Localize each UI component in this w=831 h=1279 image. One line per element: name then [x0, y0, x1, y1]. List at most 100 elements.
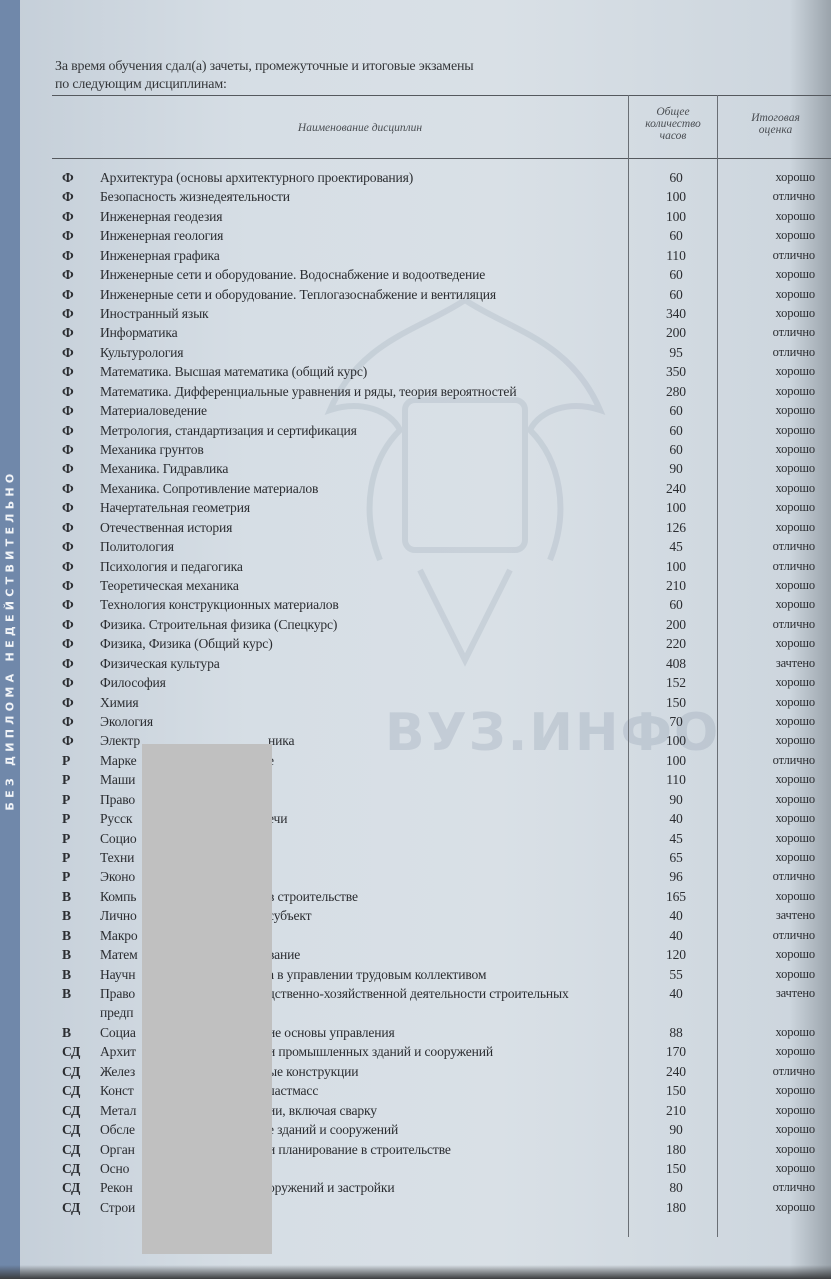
discipline-grade: отлично: [772, 344, 815, 359]
table-row: Ф Математика. Высшая математика (общий ку…: [0, 362, 831, 381]
discipline-name: Матем: [100, 947, 138, 963]
discipline-name-tail: ии, включая сварку: [268, 1102, 377, 1118]
discipline-grade: отлично: [772, 1063, 815, 1078]
discipline-hours: 150: [666, 694, 686, 710]
table-row: Р Маши 110 хорошо: [0, 770, 831, 789]
discipline-name: Научн: [100, 966, 136, 982]
discipline-hours: 70: [669, 714, 683, 730]
table-row: Ф Инженерная графика 110 отлично: [0, 246, 831, 265]
header-grade: Итоговая оценка: [720, 112, 831, 136]
discipline-code: СД: [62, 1199, 81, 1215]
discipline-hours: 100: [666, 558, 686, 574]
table-row: Ф Теоретическая механика 210 хорошо: [0, 576, 831, 595]
emblem-watermark-icon: [324, 297, 606, 667]
discipline-code: Р: [62, 850, 71, 866]
header-hours-line: количество: [645, 118, 701, 130]
discipline-hours: 90: [669, 791, 683, 807]
intro-line-2: по следующим дисциплинам:: [55, 77, 227, 92]
discipline-grade: хорошо: [775, 597, 816, 612]
discipline-hours: 240: [666, 1063, 686, 1079]
discipline-name: Архитектура (основы архитектурного проек…: [100, 170, 414, 185]
discipline-name: Осно: [100, 1160, 130, 1176]
discipline-code: Р: [62, 830, 71, 846]
discipline-hours: 60: [669, 286, 683, 302]
discipline-name-tail: ые конструкции: [268, 1063, 359, 1079]
table-row: СД Рекон оружений и застройки 80 отлично: [0, 1178, 831, 1197]
table-row: Ф Политология 45 отлично: [0, 537, 831, 556]
discipline-code: Ф: [62, 675, 74, 691]
discipline-hours: 88: [669, 1024, 683, 1040]
discipline-name: Механика. Гидравлика: [100, 461, 229, 477]
discipline-name: Обсле: [100, 1122, 135, 1138]
header-hours-line: часов: [659, 130, 687, 142]
table-row: Ф Метрология, стандартизация и сертификац…: [0, 421, 831, 440]
discipline-name-tail: ластмасс: [268, 1083, 319, 1099]
discipline-hours: 60: [669, 442, 683, 458]
discipline-hours: 110: [666, 772, 686, 788]
discipline-grade: хорошо: [775, 267, 816, 282]
discipline-code: Ф: [62, 597, 74, 613]
discipline-hours: 95: [669, 344, 683, 360]
discipline-grade: хорошо: [775, 830, 816, 845]
discipline-hours: 100: [666, 189, 686, 205]
discipline-name: Технология конструкционных материалов: [100, 597, 339, 613]
intro-text: За время обучения сдал(а) зачеты, промеж…: [55, 58, 474, 94]
discipline-code: Ф: [62, 306, 74, 321]
discipline-name: Инженерная графика: [100, 247, 220, 263]
discipline-name-tail: ечи: [268, 811, 288, 827]
table-row: Ф Отечественная история 126 хорошо: [0, 518, 831, 537]
table-row: Ф Культурология 95 отлично: [0, 343, 831, 362]
discipline-code: Ф: [62, 422, 74, 438]
header-name: Наименование дисциплин: [297, 122, 423, 134]
table-row: СД Строи 180 хорошо: [0, 1198, 831, 1217]
table-row: СД Метал ии, включая сварку 210 хорошо: [0, 1101, 831, 1120]
discipline-code: Ф: [62, 519, 74, 535]
discipline-grade: хорошо: [775, 1199, 816, 1214]
discipline-name: Безопасность жизнедеятельности: [100, 189, 290, 205]
discipline-grade: хорошо: [775, 1160, 816, 1175]
discipline-hours: 170: [666, 1044, 686, 1060]
discipline-code: В: [62, 927, 71, 943]
discipline-name: Физика, Физика (Общий курс): [100, 636, 273, 652]
discipline-code: Ф: [62, 500, 74, 516]
discipline-hours: 240: [666, 480, 686, 496]
discipline-name: Культурология: [100, 344, 184, 360]
discipline-grade: хорошо: [775, 811, 816, 826]
discipline-grade: хорошо: [775, 1044, 816, 1059]
table-row: СД Конст ластмасс 150 хорошо: [0, 1081, 831, 1100]
discipline-grade: отлично: [772, 616, 815, 631]
table-row: Р Социо 45 хорошо: [0, 829, 831, 848]
discipline-name: Отечественная история: [100, 519, 233, 535]
discipline-code: Р: [62, 752, 71, 768]
discipline-hours: 60: [669, 228, 683, 244]
table-row: Ф Математика. Дифференциальные уравнения …: [0, 382, 831, 401]
discipline-hours: 100: [666, 752, 686, 768]
discipline-grade: зачтено: [775, 986, 815, 1001]
discipline-code: Ф: [62, 403, 74, 419]
discipline-name-tail: в строительстве: [268, 888, 358, 904]
discipline-code: Ф: [62, 267, 74, 283]
discipline-name: Материаловедение: [100, 403, 207, 419]
discipline-grade: хорошо: [775, 636, 816, 651]
table-row: В Право дственно-хозяйственной деятельност…: [0, 984, 831, 1020]
discipline-grade: хорошо: [775, 733, 816, 748]
discipline-code: Ф: [62, 325, 74, 341]
table-row: Ф Механика. Гидравлика 90 хорошо: [0, 459, 831, 478]
discipline-hours: 100: [666, 500, 686, 516]
discipline-code: В: [62, 947, 71, 963]
discipline-name: Право: [100, 791, 136, 807]
discipline-hours: 100: [666, 733, 686, 749]
discipline-grade: хорошо: [775, 1024, 816, 1039]
table-row: В Макро 40 отлично: [0, 926, 831, 945]
discipline-grade: отлично: [772, 1180, 815, 1195]
discipline-name-tail: и промышленных зданий и сооружений: [268, 1044, 493, 1060]
discipline-hours: 220: [666, 636, 686, 652]
table-row: Ф Безопасность жизнедеятельности 100 отличн…: [0, 187, 831, 206]
discipline-name-tail: и планирование в строительстве: [268, 1141, 451, 1157]
column-divider-hours: [628, 95, 629, 1237]
discipline-name: Метал: [100, 1102, 137, 1118]
discipline-hours: 40: [669, 908, 683, 924]
discipline-code: Р: [62, 791, 71, 807]
discipline-code: СД: [62, 1083, 81, 1099]
discipline-code: Ф: [62, 539, 74, 555]
